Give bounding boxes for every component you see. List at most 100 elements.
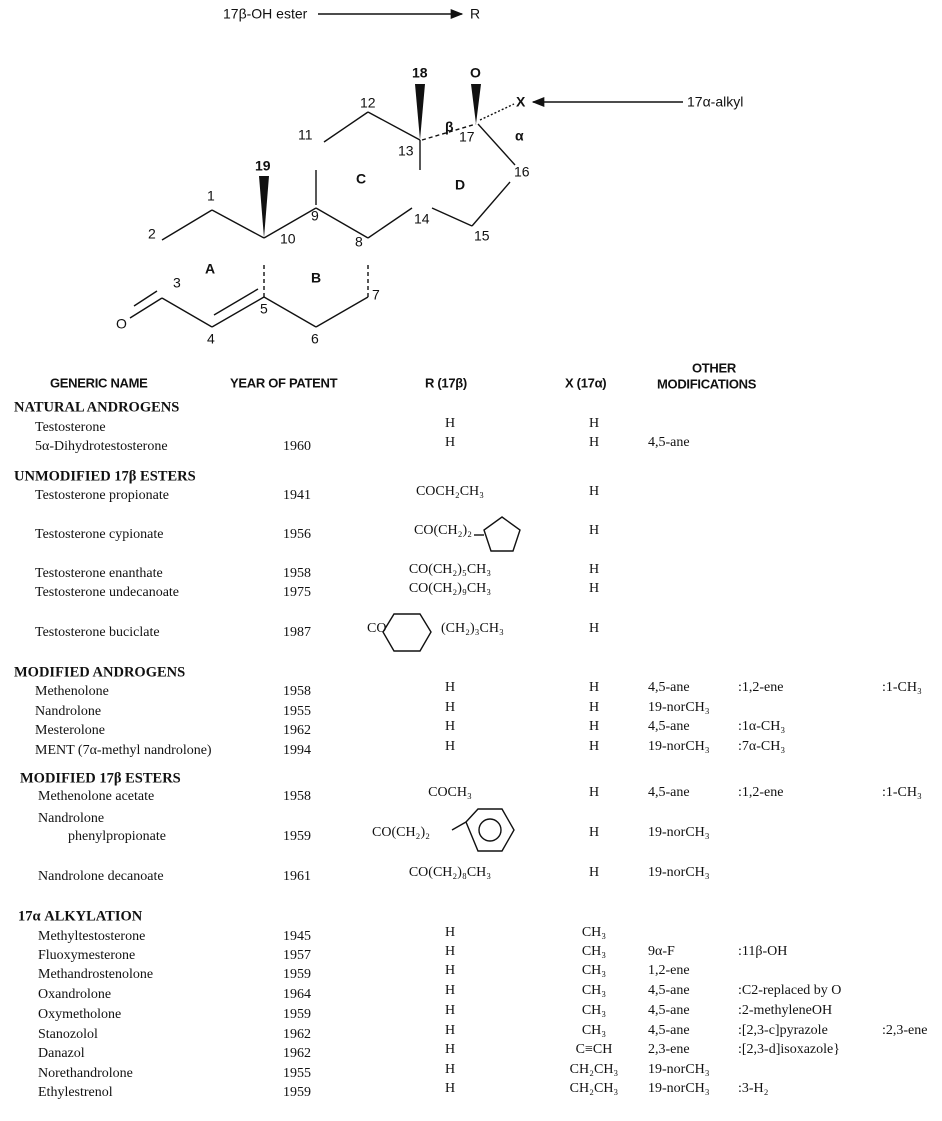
generic-name: MENT (7α-methyl nandrolone)	[35, 743, 212, 758]
year: 1959	[283, 967, 311, 982]
modification: 4,5-ane	[648, 1003, 690, 1018]
generic-name: Nandrolone	[38, 811, 104, 826]
x-group: H	[589, 680, 599, 695]
year: 1959	[283, 829, 311, 844]
r-group: COCH₂CH₃	[416, 484, 484, 499]
steroid-skeleton	[129, 8, 683, 328]
modification: :[2,3-d]isoxazole}	[738, 1042, 840, 1057]
x-label: X	[516, 94, 526, 110]
r-group: H	[445, 944, 455, 959]
r-group: H	[445, 435, 455, 450]
modification: :1,2-ene	[738, 680, 783, 695]
column-header: YEAR OF PATENT	[230, 375, 338, 390]
year: 1962	[283, 1046, 311, 1061]
alpha-label: α	[515, 128, 524, 144]
r-group: H	[445, 1042, 455, 1057]
x-group: H	[589, 719, 599, 734]
atom-label: 19	[255, 158, 271, 174]
ring-label: B	[311, 270, 321, 286]
section-title: UNMODIFIED 17β ESTERS	[14, 468, 196, 484]
modification: :7α-CH₃	[738, 739, 785, 754]
x-group: H	[589, 581, 599, 596]
r-group: H	[445, 1023, 455, 1038]
arrow-label: 17β-OH ester	[223, 6, 308, 22]
x-group: H	[589, 484, 599, 499]
atom-label: 17	[459, 129, 475, 145]
year: 1987	[283, 625, 311, 640]
atom-label: 14	[414, 211, 430, 227]
column-header: GENERIC NAME	[50, 375, 148, 390]
section-title: MODIFIED 17β ESTERS	[20, 770, 181, 786]
modification: 4,5-ane	[648, 680, 690, 695]
generic-name: Methyltestosterone	[38, 929, 145, 944]
x-group: CH₃	[582, 963, 606, 978]
x-group: H	[589, 700, 599, 715]
modification: 4,5-ane	[648, 785, 690, 800]
modification: :1-CH₃	[882, 680, 922, 695]
year: 1956	[283, 527, 311, 542]
r-group: H	[445, 700, 455, 715]
x-group: CH₃	[582, 944, 606, 959]
atom-label: 12	[360, 95, 376, 111]
modification: :1-CH₃	[882, 785, 922, 800]
year: 1962	[283, 1027, 311, 1042]
generic-name: Methenolone acetate	[38, 789, 154, 804]
modification: :C2-replaced by O	[738, 983, 841, 998]
modification: 19-norCH₃	[648, 700, 710, 715]
x-group: H	[589, 739, 599, 754]
year: 1957	[283, 948, 311, 963]
modification: 19-norCH₃	[648, 1062, 710, 1077]
section-title: NATURAL ANDROGENS	[14, 399, 179, 415]
year: 1958	[283, 566, 311, 581]
modification: :11β-OH	[738, 944, 787, 959]
x-group: H	[589, 825, 599, 840]
modification: 19-norCH₃	[648, 1081, 710, 1096]
x-group: CH₂CH₃	[570, 1081, 619, 1096]
modification: 4,5-ane	[648, 719, 690, 734]
generic-name: Testosterone enanthate	[35, 566, 163, 581]
generic-name: Testosterone undecanoate	[35, 585, 179, 600]
year: 1958	[283, 789, 311, 804]
modification: 4,5-ane	[648, 435, 690, 450]
modification: 4,5-ane	[648, 1023, 690, 1038]
atom-label: 8	[355, 234, 363, 250]
modification: 2,3-ene	[648, 1042, 690, 1057]
r-group: H	[445, 925, 455, 940]
modification: 19-norCH₃	[648, 825, 710, 840]
column-header: R (17β)	[425, 375, 467, 390]
r-group: CO(CH₂)₈CH₃	[409, 865, 491, 880]
year: 1964	[283, 987, 311, 1002]
modification: :1,2-ene	[738, 785, 783, 800]
year: 1994	[283, 743, 311, 758]
ring-icons	[382, 516, 521, 852]
generic-name: Methenolone	[35, 684, 109, 699]
generic-name: Fluoxymesterone	[38, 948, 135, 963]
r-group: H	[445, 963, 455, 978]
section-title: MODIFIED ANDROGENS	[14, 664, 185, 680]
atom-label: 6	[311, 331, 319, 347]
x-group: H	[589, 435, 599, 450]
r-group: H	[445, 680, 455, 695]
generic-name: Oxandrolone	[38, 987, 111, 1002]
generic-name: Methandrostenolone	[38, 967, 153, 982]
year: 1960	[283, 439, 311, 454]
generic-name: Testosterone	[35, 420, 106, 435]
ring-label: D	[455, 177, 465, 193]
r-group: CO(CH₂)₂	[414, 523, 472, 538]
generic-name: Oxymetholone	[38, 1007, 121, 1022]
modification: 19-norCH₃	[648, 865, 710, 880]
year: 1962	[283, 723, 311, 738]
x-group: CH₃	[582, 925, 606, 940]
ring-label: A	[205, 261, 215, 277]
atom-label: O	[116, 316, 127, 332]
generic-name: Testosterone propionate	[35, 488, 169, 503]
generic-name: Testosterone buciclate	[35, 625, 160, 640]
generic-name: Mesterolone	[35, 723, 105, 738]
generic-name: 5α-Dihydrotestosterone	[35, 439, 168, 454]
modification: 4,5-ane	[648, 983, 690, 998]
modification: 1,2-ene	[648, 963, 690, 978]
year: 1961	[283, 869, 311, 884]
atom-label: 4	[207, 331, 215, 347]
x-group: CH₃	[582, 1023, 606, 1038]
